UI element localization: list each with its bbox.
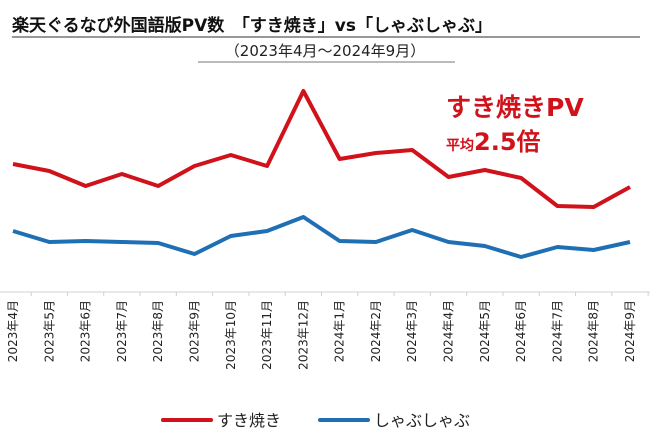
x-tick-label: 2023年11月 <box>260 300 274 370</box>
x-tick-label: 2024年8月 <box>587 300 601 362</box>
x-tick-label: 2023年8月 <box>151 300 165 362</box>
x-tick-label: 2024年6月 <box>514 300 528 362</box>
x-tick-label: 2023年4月 <box>6 300 20 362</box>
x-tick-label: 2024年9月 <box>623 300 637 362</box>
x-tick-label: 2024年2月 <box>369 300 383 362</box>
annotation-prefix: 平均 <box>446 137 474 154</box>
x-tick-label: 2024年4月 <box>442 300 456 362</box>
x-tick-label: 2023年5月 <box>42 300 56 362</box>
legend-label-0: すき焼き <box>217 411 281 430</box>
chart-title: 楽天ぐるなび外国語版PV数 「すき焼き」vs「しゃぶしゃぶ」 <box>12 15 492 36</box>
x-tick-label: 2024年5月 <box>478 300 492 362</box>
x-tick-label: 2023年9月 <box>187 300 201 362</box>
annotation-ratio: 平均2.5倍 <box>446 128 541 156</box>
x-tick-label: 2024年3月 <box>405 300 419 362</box>
legend-label-1: しゃぶしゃぶ <box>374 411 470 430</box>
series-line-0 <box>12 89 631 209</box>
x-tick-label: 2023年6月 <box>79 300 93 362</box>
x-tick-label: 2023年7月 <box>115 300 129 362</box>
annotation-value: 2.5倍 <box>474 128 541 156</box>
annotation-label: すき焼きPV <box>446 93 584 122</box>
x-tick-label: 2023年10月 <box>224 300 238 370</box>
series-line-1 <box>12 215 631 259</box>
x-tick-label: 2024年1月 <box>333 300 347 362</box>
x-tick-label: 2024年7月 <box>550 300 564 362</box>
chart-subtitle: （2023年4月～2024年9月） <box>225 42 425 60</box>
x-tick-label: 2023年12月 <box>296 300 310 370</box>
